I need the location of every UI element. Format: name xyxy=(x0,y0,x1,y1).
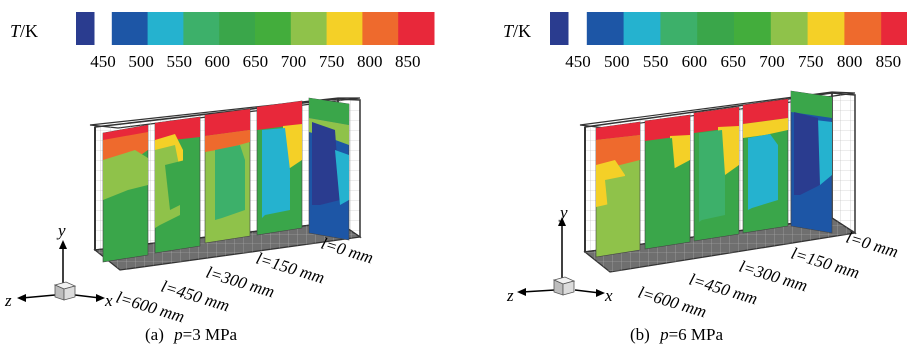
caption-b-value: =6 MPa xyxy=(669,325,724,344)
colorbar-swatch-a-9 xyxy=(398,12,435,45)
caption-a-prefix: (a) xyxy=(145,325,164,344)
svg-text:T/K: T/K xyxy=(503,21,531,41)
colorbar-ticks-a: 450 500 550 600 650 700 750 800 850 xyxy=(90,52,420,71)
colorbar-swatch-b-5 xyxy=(734,12,772,45)
colorbar-swatch-a-4 xyxy=(219,12,256,45)
colorbar-tick-b-1: 500 xyxy=(604,52,630,71)
colorbar-tick-a-6: 750 xyxy=(319,52,345,71)
colorbar-b: T/K 450 500 550 600 650 700 750 800 850 xyxy=(503,12,907,71)
caption-b: (b) p=6 MPa xyxy=(630,325,723,344)
plane-a-150 xyxy=(256,100,303,236)
colorbar-unit-b: /K xyxy=(513,21,531,41)
colorbar-tick-a-1: 500 xyxy=(128,52,154,71)
colorbar-tick-a-5: 700 xyxy=(281,52,307,71)
colorbar-swatch-b-9 xyxy=(881,12,907,45)
colorbar-swatch-a-8 xyxy=(362,12,399,45)
colorbar-swatch-b-3 xyxy=(660,12,698,45)
colorbar-swatch-b-7 xyxy=(807,12,845,45)
colorbar-tick-a-8: 850 xyxy=(395,52,421,71)
colorbar-symbol-a: T xyxy=(10,21,22,41)
colorbar-swatch-b-4 xyxy=(697,12,735,45)
caption-a: (a) p=3 MPa xyxy=(145,325,238,344)
coordinate-triad-b: y z x xyxy=(506,203,613,305)
colorbar-ticks-b: 450 500 550 600 650 700 750 800 850 xyxy=(565,52,901,71)
plane-a-450 xyxy=(154,116,201,254)
colorbar-swatch-a-7 xyxy=(326,12,363,45)
coordinate-triad-a: y z x xyxy=(4,221,113,310)
colorbar-swatch-b-8 xyxy=(844,12,882,45)
colorbar-swatches-b xyxy=(550,12,907,45)
colorbar-swatch-a-6 xyxy=(290,12,328,45)
plane-label-b-0: l=0 mm xyxy=(844,228,901,262)
plane-b-0 xyxy=(790,90,833,234)
colorbar-tick-b-0: 450 xyxy=(565,52,591,71)
axis-y-label-b: y xyxy=(558,203,568,222)
colorbar-tick-b-8: 850 xyxy=(876,52,902,71)
colorbar-swatch-b-0 xyxy=(550,12,569,45)
colorbar-swatch-b-2 xyxy=(623,12,661,45)
colorbar-tick-a-0: 450 xyxy=(90,52,116,71)
colorbar-swatch-a-1 xyxy=(111,12,149,45)
colorbar-tick-b-7: 800 xyxy=(837,52,863,71)
axis-x-label-a: x xyxy=(104,291,113,310)
colorbar-tick-a-4: 650 xyxy=(243,52,269,71)
colorbar-swatch-a-3 xyxy=(183,12,220,45)
colorbar-swatch-a-5 xyxy=(255,12,292,45)
colorbar-unit-a: /K xyxy=(20,21,38,41)
colorbar-tick-b-2: 550 xyxy=(643,52,669,71)
caption-a-value: =3 MPa xyxy=(183,325,238,344)
plane-b-600 xyxy=(595,121,641,258)
caption-b-var: p xyxy=(659,325,669,344)
colorbar-symbol-b: T xyxy=(503,21,515,41)
colorbar-swatch-b-1 xyxy=(586,12,625,45)
caption-a-var: p xyxy=(173,325,183,344)
panel-b: T/K 450 500 550 600 650 700 750 800 850 xyxy=(503,12,907,344)
caption-b-prefix: (b) xyxy=(630,325,650,344)
plane-a-0 xyxy=(308,97,350,241)
colorbar-tick-b-3: 600 xyxy=(682,52,708,71)
colorbar-swatch-a-2 xyxy=(147,12,184,45)
colorbar-swatch-b-6 xyxy=(770,12,809,45)
plane-b-450 xyxy=(644,114,691,250)
plane-a-600 xyxy=(102,124,149,263)
plane-b-300 xyxy=(693,106,740,242)
panel-a: T/K 450 500 550 600 650 700 750 800 850 xyxy=(4,12,435,344)
colorbar-tick-a-3: 600 xyxy=(205,52,231,71)
colorbar-tick-b-6: 750 xyxy=(798,52,824,71)
colorbar-a: T/K 450 500 550 600 650 700 750 800 850 xyxy=(10,12,435,71)
colorbar-tick-a-2: 550 xyxy=(166,52,192,71)
axis-x-label-b: x xyxy=(604,286,613,305)
plane-a-300 xyxy=(204,108,251,244)
colorbar-tick-b-5: 700 xyxy=(759,52,785,71)
colorbar-swatches-a xyxy=(76,12,435,45)
axis-z-label-a: z xyxy=(4,291,12,310)
colorbar-tick-a-7: 800 xyxy=(357,52,383,71)
axis-y-label-a: y xyxy=(56,221,66,240)
plane-b-150 xyxy=(742,98,789,234)
colorbar-swatch-a-0 xyxy=(76,12,95,45)
colorbar-tick-b-4: 650 xyxy=(720,52,746,71)
svg-text:T/K: T/K xyxy=(10,21,38,41)
axis-z-label-b: z xyxy=(506,286,514,305)
